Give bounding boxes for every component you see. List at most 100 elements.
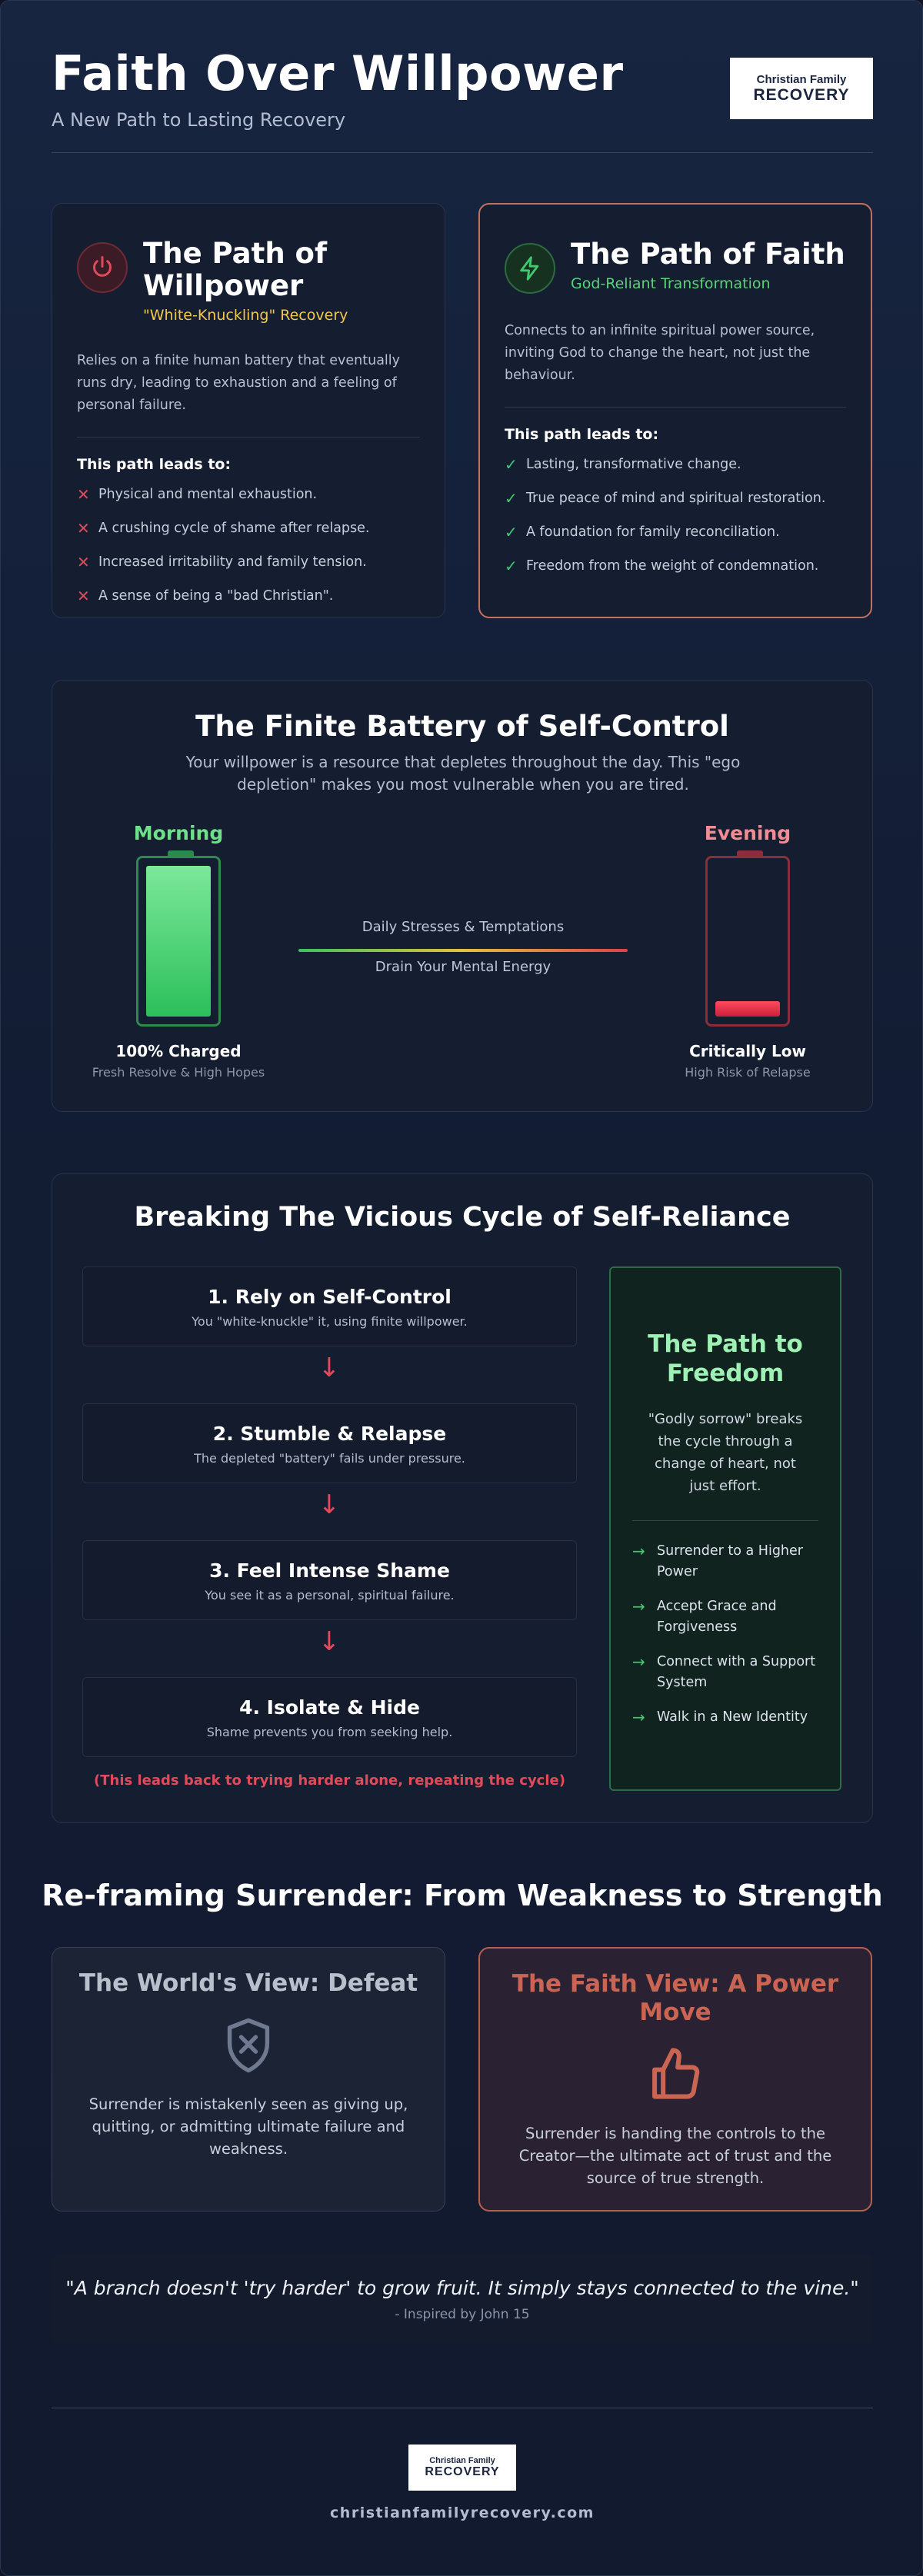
battery-fill-morning	[146, 866, 211, 1017]
page-title: Faith Over Willpower	[52, 45, 624, 102]
faith-view-description: Surrender is handing the controls to the…	[518, 2125, 832, 2187]
logo-line-2: RECOVERY	[425, 2465, 500, 2478]
battery-section: The Finite Battery of Self-Control Your …	[52, 680, 873, 1112]
willpower-description: Relies on a finite human battery that ev…	[77, 350, 420, 438]
evening-status: Critically Low	[689, 1042, 806, 1060]
willpower-leads-label: This path leads to:	[77, 456, 232, 473]
step-desc: You "white-knuckle" it, using finite wil…	[192, 1314, 468, 1329]
drain-gradient-line	[298, 949, 628, 952]
quote-text: "A branch doesn't 'try harder' to grow f…	[65, 2277, 859, 2299]
list-item-text: Lasting, transformative change.	[526, 457, 741, 472]
faith-card: The Path of Faith God-Reliant Transforma…	[478, 203, 872, 618]
arrow-down-icon: ↓	[318, 1626, 341, 1657]
quote-box: "A branch doesn't 'try harder' to grow f…	[52, 2254, 873, 2345]
brand-logo: Christian Family RECOVERY	[730, 58, 873, 119]
list-item: ✕ Increased irritability and family tensi…	[77, 553, 420, 571]
willpower-outcomes: ✕ Physical and mental exhaustion. ✕ A crus…	[77, 485, 420, 605]
freedom-title: The Path to Freedom	[648, 1330, 803, 1387]
cycle-note: (This leads back to trying harder alone,…	[94, 1772, 565, 1789]
faith-leads-label: This path leads to:	[505, 426, 659, 443]
freedom-panel: The Path to Freedom "Godly sorrow" break…	[609, 1266, 841, 1791]
cycle-title: Breaking The Vicious Cycle of Self-Relia…	[134, 1202, 791, 1233]
faith-outcomes: ✓ Lasting, transformative change. ✓ True p…	[505, 455, 846, 575]
arrow-right-icon: →	[632, 1652, 645, 1671]
step-desc: Shame prevents you from seeking help.	[206, 1725, 453, 1739]
footer-logo: Christian Family RECOVERY	[408, 2445, 516, 2491]
arrow-down-icon: ↓	[318, 1489, 341, 1520]
website-link[interactable]: christianfamilyrecovery.com	[330, 2504, 595, 2521]
list-item-text: A crushing cycle of shame after relapse.	[98, 521, 370, 536]
willpower-card: The Path of Willpower "White-Knuckling" …	[52, 203, 445, 618]
world-view-card: The World's View: Defeat Surrender is mi…	[52, 1947, 445, 2212]
list-item-text: Walk in a New Identity	[657, 1709, 808, 1725]
list-item: ✕ Physical and mental exhaustion.	[77, 485, 420, 504]
step-title: 2. Stumble & Relapse	[212, 1423, 447, 1445]
step-desc: You see it as a personal, spiritual fail…	[205, 1588, 455, 1603]
cycle-step: 3. Feel Intense Shame You see it as a pe…	[82, 1540, 577, 1620]
cycle-step: 4. Isolate & Hide Shame prevents you fro…	[82, 1677, 577, 1757]
evening-label: Evening	[704, 822, 791, 844]
surrender-title: Re-framing Surrender: From Weakness to S…	[42, 1879, 883, 1912]
arrow-right-icon: →	[632, 1597, 645, 1616]
willpower-titles: The Path of Willpower "White-Knuckling" …	[143, 238, 420, 324]
header: Faith Over Willpower A New Path to Lasti…	[52, 45, 873, 153]
arrow-right-icon: →	[632, 1542, 645, 1560]
list-item-text: True peace of mind and spiritual restora…	[526, 491, 826, 506]
list-item: → Accept Grace and Forgiveness	[632, 1596, 818, 1638]
willpower-title: The Path of Willpower	[143, 237, 328, 302]
battery-fill-evening	[715, 1001, 780, 1017]
x-mark-icon: ✕	[77, 519, 90, 537]
list-item-text: Surrender to a Higher Power	[657, 1543, 803, 1579]
thumbs-up-icon	[645, 2044, 706, 2105]
list-item: → Surrender to a Higher Power	[632, 1541, 818, 1583]
faith-view-card: The Faith View: A Power Move Surrender i…	[478, 1947, 872, 2212]
willpower-tagline: "White-Knuckling" Recovery	[143, 307, 348, 324]
drain-bottom-text: Drain Your Mental Energy	[375, 959, 551, 975]
morning-sub: Fresh Resolve & High Hopes	[92, 1065, 265, 1080]
list-item: ✕ A sense of being a "bad Christian".	[77, 587, 420, 605]
arrow-right-icon: →	[632, 1708, 645, 1726]
faith-titles: The Path of Faith God-Reliant Transforma…	[571, 238, 845, 293]
list-item-text: Freedom from the weight of condemnation.	[526, 558, 819, 574]
logo-line-1: Christian Family	[429, 2456, 495, 2465]
list-item: → Connect with a Support System	[632, 1652, 818, 1693]
list-item: ✕ A crushing cycle of shame after relapse…	[77, 519, 420, 537]
cycle-step: 2. Stumble & Relapse The depleted "batte…	[82, 1403, 577, 1483]
willpower-header: The Path of Willpower "White-Knuckling" …	[77, 238, 420, 324]
logo-line-2: RECOVERY	[753, 85, 850, 104]
battery-description: Your willpower is a resource that deplet…	[185, 753, 741, 794]
list-item-text: A foundation for family reconciliation.	[526, 524, 780, 540]
step-title: 4. Isolate & Hide	[239, 1696, 420, 1719]
list-item: ✓ True peace of mind and spiritual restor…	[505, 489, 846, 508]
list-item-text: Accept Grace and Forgiveness	[657, 1599, 777, 1635]
world-view-description: Surrender is mistakenly seen as giving u…	[88, 2095, 408, 2158]
lightning-icon	[505, 243, 555, 294]
x-mark-icon: ✕	[77, 553, 90, 571]
shield-x-icon	[218, 2015, 279, 2076]
faith-header: The Path of Faith God-Reliant Transforma…	[505, 238, 846, 294]
world-view-title: The World's View: Defeat	[78, 1969, 418, 1997]
power-icon	[77, 242, 128, 293]
check-icon: ✓	[505, 455, 518, 474]
battery-cap	[737, 850, 763, 858]
logo-line-1: Christian Family	[756, 72, 847, 86]
list-item: ✓ Lasting, transformative change.	[505, 455, 846, 474]
check-icon: ✓	[505, 557, 518, 575]
cycle-step: 1. Rely on Self-Control You "white-knuck…	[82, 1266, 577, 1346]
faith-description: Connects to an infinite spiritual power …	[505, 320, 846, 408]
list-item: ✓ A foundation for family reconciliation.	[505, 523, 846, 541]
drain-top-text: Daily Stresses & Temptations	[362, 919, 565, 935]
battery-cap	[168, 850, 194, 858]
battery-full-icon	[136, 850, 221, 1027]
freedom-list: → Surrender to a Higher Power → Accept Gra…	[632, 1541, 818, 1728]
quote-source: - Inspired by John 15	[395, 2307, 530, 2322]
list-item-text: Physical and mental exhaustion.	[98, 487, 318, 502]
list-item: → Walk in a New Identity	[632, 1707, 818, 1728]
step-desc: The depleted "battery" fails under press…	[194, 1451, 465, 1466]
faith-view-title: The Faith View: A Power Move	[511, 1970, 839, 2026]
faith-tagline: God-Reliant Transformation	[571, 275, 771, 292]
x-mark-icon: ✕	[77, 587, 90, 605]
battery-low-icon	[705, 850, 790, 1027]
list-item-text: A sense of being a "bad Christian".	[98, 588, 334, 604]
evening-sub: High Risk of Relapse	[685, 1065, 811, 1080]
